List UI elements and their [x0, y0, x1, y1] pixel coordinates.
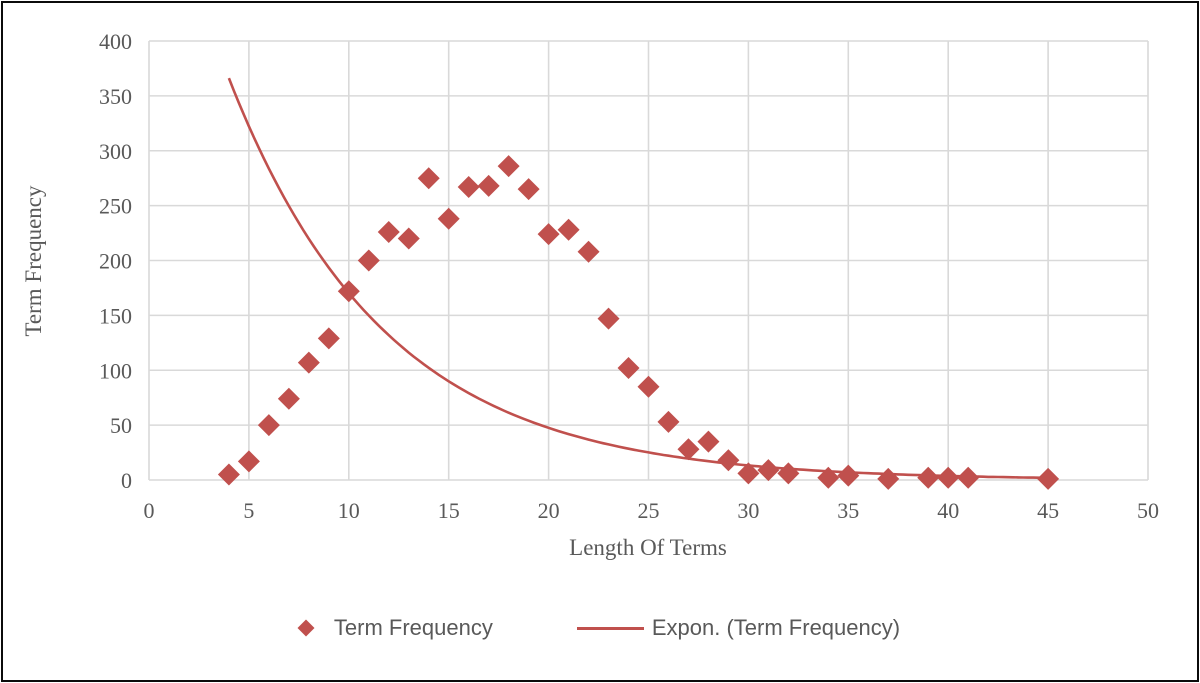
data-point-diamond: [917, 466, 940, 489]
data-point-diamond: [697, 430, 720, 453]
data-point-diamond: [657, 410, 680, 433]
data-point-diamond: [617, 357, 640, 380]
diamond-marker-icon: [297, 619, 315, 637]
x-axis-tick-labels: 0 5 10 15 20 25 30 35 40 45 50: [144, 498, 1160, 523]
data-point-diamond: [437, 207, 460, 230]
y-tick-label: 250: [99, 194, 132, 219]
x-tick-label: 0: [144, 498, 155, 523]
y-tick-label: 150: [99, 303, 132, 328]
data-point-diamond: [877, 467, 900, 490]
data-point-diamond: [217, 463, 240, 486]
data-point-diamond: [397, 227, 420, 250]
data-point-diamond: [577, 240, 600, 263]
trendline-icon: [576, 626, 644, 630]
data-point-diamond: [937, 466, 960, 489]
x-tick-label: 15: [438, 498, 460, 523]
data-point-diamond: [257, 414, 280, 437]
data-point-diamond: [537, 223, 560, 246]
x-tick-label: 45: [1037, 498, 1059, 523]
data-point-diamond: [637, 375, 660, 398]
y-tick-label: 100: [99, 358, 132, 383]
data-point-diamond: [737, 462, 760, 485]
data-point-diamond: [477, 174, 500, 197]
data-point-diamond: [557, 218, 580, 241]
y-tick-label: 50: [110, 413, 132, 438]
gridlines: [148, 40, 1149, 481]
data-point-diamond: [1037, 467, 1060, 490]
data-point-diamond: [597, 307, 620, 330]
y-tick-label: 0: [121, 468, 132, 493]
data-point-diamond: [497, 155, 520, 178]
data-point-diamond: [237, 450, 260, 473]
x-tick-label: 30: [737, 498, 759, 523]
data-point-diamond: [337, 280, 360, 303]
data-point-diamond: [777, 462, 800, 485]
data-point-diamond: [817, 466, 840, 489]
legend-item-expon-trendline: Expon. (Term Frequency): [576, 615, 901, 641]
legend-label-term-frequency: Term Frequency: [333, 615, 493, 640]
data-point-diamond: [517, 178, 540, 201]
data-point-diamond: [357, 249, 380, 272]
y-tick-label: 400: [99, 29, 132, 54]
data-point-diamond: [717, 449, 740, 472]
legend-label-expon: Expon. (Term Frequency): [651, 615, 901, 640]
data-point-diamond: [957, 466, 980, 489]
data-point-diamond: [837, 464, 860, 487]
x-tick-label: 50: [1137, 498, 1159, 523]
data-point-diamond: [377, 220, 400, 243]
data-point-diamond: [317, 327, 340, 350]
data-point-diamond: [457, 175, 480, 198]
data-point-diamond: [277, 387, 300, 410]
x-tick-label: 10: [338, 498, 360, 523]
data-point-diamond: [757, 459, 780, 482]
data-point-diamond: [297, 351, 320, 374]
x-tick-label: 5: [243, 498, 254, 523]
chart-legend: Term Frequency Expon. (Term Frequency): [3, 615, 1197, 641]
x-axis-title: Length Of Terms: [569, 535, 727, 560]
x-tick-label: 35: [837, 498, 859, 523]
data-point-diamond: [417, 167, 440, 190]
y-tick-label: 200: [99, 249, 132, 274]
x-tick-label: 25: [638, 498, 660, 523]
y-axis-tick-labels: 0 50 100 150 200 250 300 350 400: [99, 29, 132, 493]
y-axis-title: Term Frequency: [21, 185, 46, 337]
x-tick-label: 40: [937, 498, 959, 523]
legend-item-term-frequency: Term Frequency: [297, 615, 493, 641]
y-tick-label: 350: [99, 84, 132, 109]
y-tick-label: 300: [99, 139, 132, 164]
scatter-chart: 0 5 10 15 20 25 30 35 40 45 50 0 50 100 150 200 250 300 3…: [21, 29, 1160, 560]
scatter-points: [217, 155, 1060, 490]
data-point-diamond: [677, 438, 700, 461]
x-tick-label: 20: [538, 498, 560, 523]
exponential-trendline: [227, 77, 1049, 480]
